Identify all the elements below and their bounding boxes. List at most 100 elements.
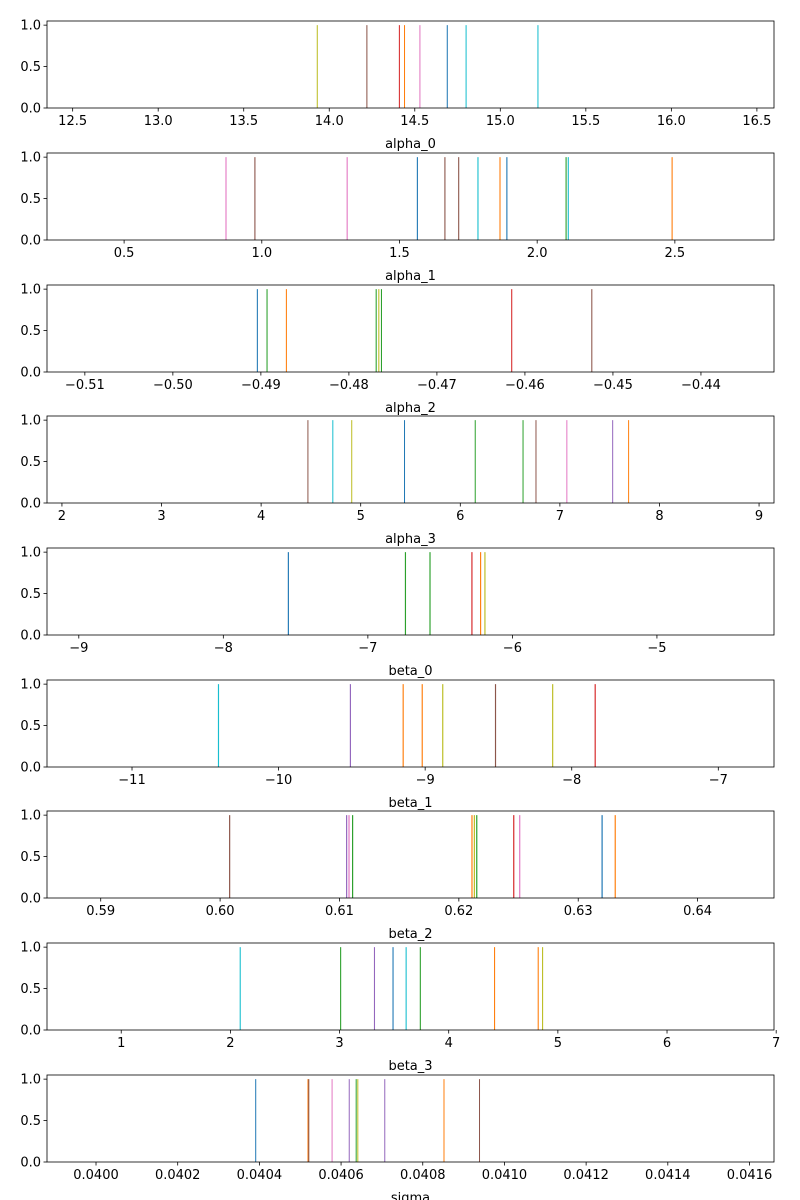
xtick-label-alpha_3-7: 9 bbox=[755, 509, 763, 524]
xtick-label-beta_0-2: −7 bbox=[358, 641, 377, 656]
ytick-label-beta_2-1: 0.5 bbox=[20, 850, 41, 865]
ytick-label-sigma-2: 1.0 bbox=[20, 1073, 41, 1088]
xtick-label-sigma-0: 0.0400 bbox=[73, 1168, 119, 1183]
bar-alpha_0-1 bbox=[366, 25, 368, 108]
subplot-alpha_1: 0.5 1.0 1.5 2.0 2.5 0.0 0.5 1.0 alpha_1 bbox=[20, 151, 775, 284]
xtick-label-beta_1-4: −7 bbox=[709, 773, 728, 788]
bar-beta_1-3 bbox=[421, 684, 423, 767]
ytick-label-alpha_2-0: 0.0 bbox=[20, 366, 41, 381]
xtick-label-alpha_2-6: −0.45 bbox=[593, 378, 633, 393]
xtick-label-beta_0-1: −8 bbox=[214, 641, 233, 656]
bar-beta_3-6 bbox=[494, 947, 496, 1030]
bar-sigma-1 bbox=[307, 1079, 309, 1162]
bar-beta_2-8 bbox=[519, 815, 521, 898]
subplot-sigma: 0.0400 0.0402 0.0404 0.0406 0.0408 0.0410 0.04… bbox=[20, 1073, 775, 1200]
xtick-label-alpha_0-1: 13.0 bbox=[144, 114, 173, 129]
xtick-label-sigma-5: 0.0410 bbox=[482, 1168, 528, 1183]
bar-alpha_0-7 bbox=[537, 25, 539, 108]
xtick-label-beta_3-1: 2 bbox=[226, 1036, 234, 1051]
bar-beta_0-4 bbox=[480, 552, 482, 635]
bar-beta_2-4 bbox=[471, 815, 473, 898]
ytick-label-alpha_0-2: 1.0 bbox=[20, 19, 41, 34]
bar-alpha_1-3 bbox=[416, 157, 418, 240]
xtick-label-alpha_2-4: −0.47 bbox=[417, 378, 457, 393]
axes-frame-beta_2 bbox=[46, 810, 775, 899]
bar-sigma-5 bbox=[355, 1079, 357, 1162]
ytick-label-alpha_1-1: 0.5 bbox=[20, 192, 41, 207]
xtick-label-beta_0-0: −9 bbox=[69, 641, 88, 656]
x-axis-label-beta_3: beta_3 bbox=[388, 1059, 432, 1074]
ytick-label-sigma-1: 0.5 bbox=[20, 1114, 41, 1129]
bar-beta_2-0 bbox=[229, 815, 231, 898]
x-axis-label-alpha_3: alpha_3 bbox=[385, 532, 436, 547]
xtick-label-beta_2-3: 0.62 bbox=[444, 904, 473, 919]
xtick-label-sigma-1: 0.0402 bbox=[155, 1168, 201, 1183]
bar-beta_3-2 bbox=[373, 947, 376, 1030]
bar-alpha_1-0 bbox=[225, 157, 227, 240]
axes-frame-beta_1 bbox=[46, 679, 775, 768]
xtick-label-sigma-7: 0.0414 bbox=[645, 1168, 691, 1183]
ytick-label-alpha_0-1: 0.5 bbox=[20, 60, 41, 75]
ytick-label-alpha_3-0: 0.0 bbox=[20, 497, 41, 512]
bar-beta_1-5 bbox=[494, 684, 497, 767]
bar-alpha_3-8 bbox=[612, 420, 614, 503]
xtick-label-beta_3-6: 7 bbox=[772, 1036, 780, 1051]
ytick-label-sigma-0: 0.0 bbox=[20, 1156, 41, 1171]
xtick-label-beta_2-2: 0.61 bbox=[325, 904, 354, 919]
xtick-label-alpha_2-3: −0.48 bbox=[329, 378, 369, 393]
bar-alpha_0-2 bbox=[398, 25, 400, 108]
xtick-label-alpha_0-6: 15.5 bbox=[571, 114, 600, 129]
xtick-label-alpha_2-2: −0.49 bbox=[241, 378, 281, 393]
xtick-label-beta_2-1: 0.60 bbox=[206, 904, 235, 919]
bar-alpha_0-6 bbox=[465, 25, 467, 108]
bar-alpha_1-5 bbox=[458, 157, 460, 240]
bar-sigma-6 bbox=[357, 1079, 359, 1162]
bar-beta_2-9 bbox=[601, 815, 603, 898]
bar-alpha_2-2 bbox=[285, 289, 287, 372]
bar-alpha_2-7 bbox=[591, 289, 593, 372]
xtick-label-alpha_2-7: −0.44 bbox=[681, 378, 721, 393]
bar-alpha_0-5 bbox=[446, 25, 448, 108]
bar-alpha_1-1 bbox=[254, 157, 256, 240]
axes-frame-alpha_2 bbox=[46, 284, 775, 373]
xtick-label-alpha_0-7: 16.0 bbox=[657, 114, 686, 129]
xtick-label-alpha_0-8: 16.5 bbox=[742, 114, 771, 129]
xtick-label-beta_1-2: −9 bbox=[416, 773, 435, 788]
ytick-label-beta_1-2: 1.0 bbox=[20, 678, 41, 693]
ytick-label-beta_1-0: 0.0 bbox=[20, 761, 41, 776]
bar-alpha_1-8 bbox=[506, 157, 508, 240]
subplot-beta_2: 0.59 0.60 0.61 0.62 0.63 0.64 0.0 0.5 1.0 beta_2 bbox=[20, 809, 775, 942]
axes-frame-alpha_0 bbox=[46, 20, 775, 109]
bar-alpha_1-10 bbox=[567, 157, 569, 240]
bar-alpha_1-7 bbox=[499, 157, 501, 240]
xtick-label-alpha_0-0: 12.5 bbox=[58, 114, 87, 129]
bar-beta_0-0 bbox=[287, 552, 289, 635]
xtick-label-sigma-3: 0.0406 bbox=[318, 1168, 364, 1183]
bar-beta_2-5 bbox=[473, 815, 475, 898]
bar-alpha_2-0 bbox=[256, 289, 258, 372]
xtick-label-beta_3-0: 1 bbox=[117, 1036, 125, 1051]
bar-alpha_3-9 bbox=[628, 420, 630, 503]
bar-alpha_0-3 bbox=[404, 25, 406, 108]
x-axis-label-beta_0: beta_0 bbox=[388, 664, 432, 679]
bar-alpha_1-6 bbox=[477, 157, 479, 240]
bar-alpha_3-1 bbox=[332, 420, 334, 503]
bar-sigma-7 bbox=[384, 1079, 386, 1162]
bar-beta_0-2 bbox=[429, 552, 431, 635]
xtick-label-alpha_3-4: 6 bbox=[456, 509, 464, 524]
xtick-label-alpha_0-3: 14.0 bbox=[315, 114, 344, 129]
bar-beta_0-5 bbox=[484, 552, 486, 635]
ytick-label-alpha_3-2: 1.0 bbox=[20, 414, 41, 429]
axes-frame-alpha_1 bbox=[46, 152, 775, 241]
bar-beta_2-3 bbox=[352, 815, 354, 898]
xtick-label-beta_0-3: −6 bbox=[503, 641, 522, 656]
subplot-beta_0: −9 −8 −7 −6 −5 0.0 0.5 1.0 beta_0 bbox=[20, 546, 775, 679]
ytick-label-beta_3-0: 0.0 bbox=[20, 1024, 41, 1039]
bar-alpha_3-6 bbox=[535, 420, 537, 503]
x-axis-label-beta_2: beta_2 bbox=[388, 927, 432, 942]
bar-beta_1-4 bbox=[442, 684, 444, 767]
bar-alpha_3-0 bbox=[307, 420, 309, 503]
bar-beta_3-5 bbox=[419, 947, 421, 1030]
ytick-label-alpha_2-1: 0.5 bbox=[20, 324, 41, 339]
